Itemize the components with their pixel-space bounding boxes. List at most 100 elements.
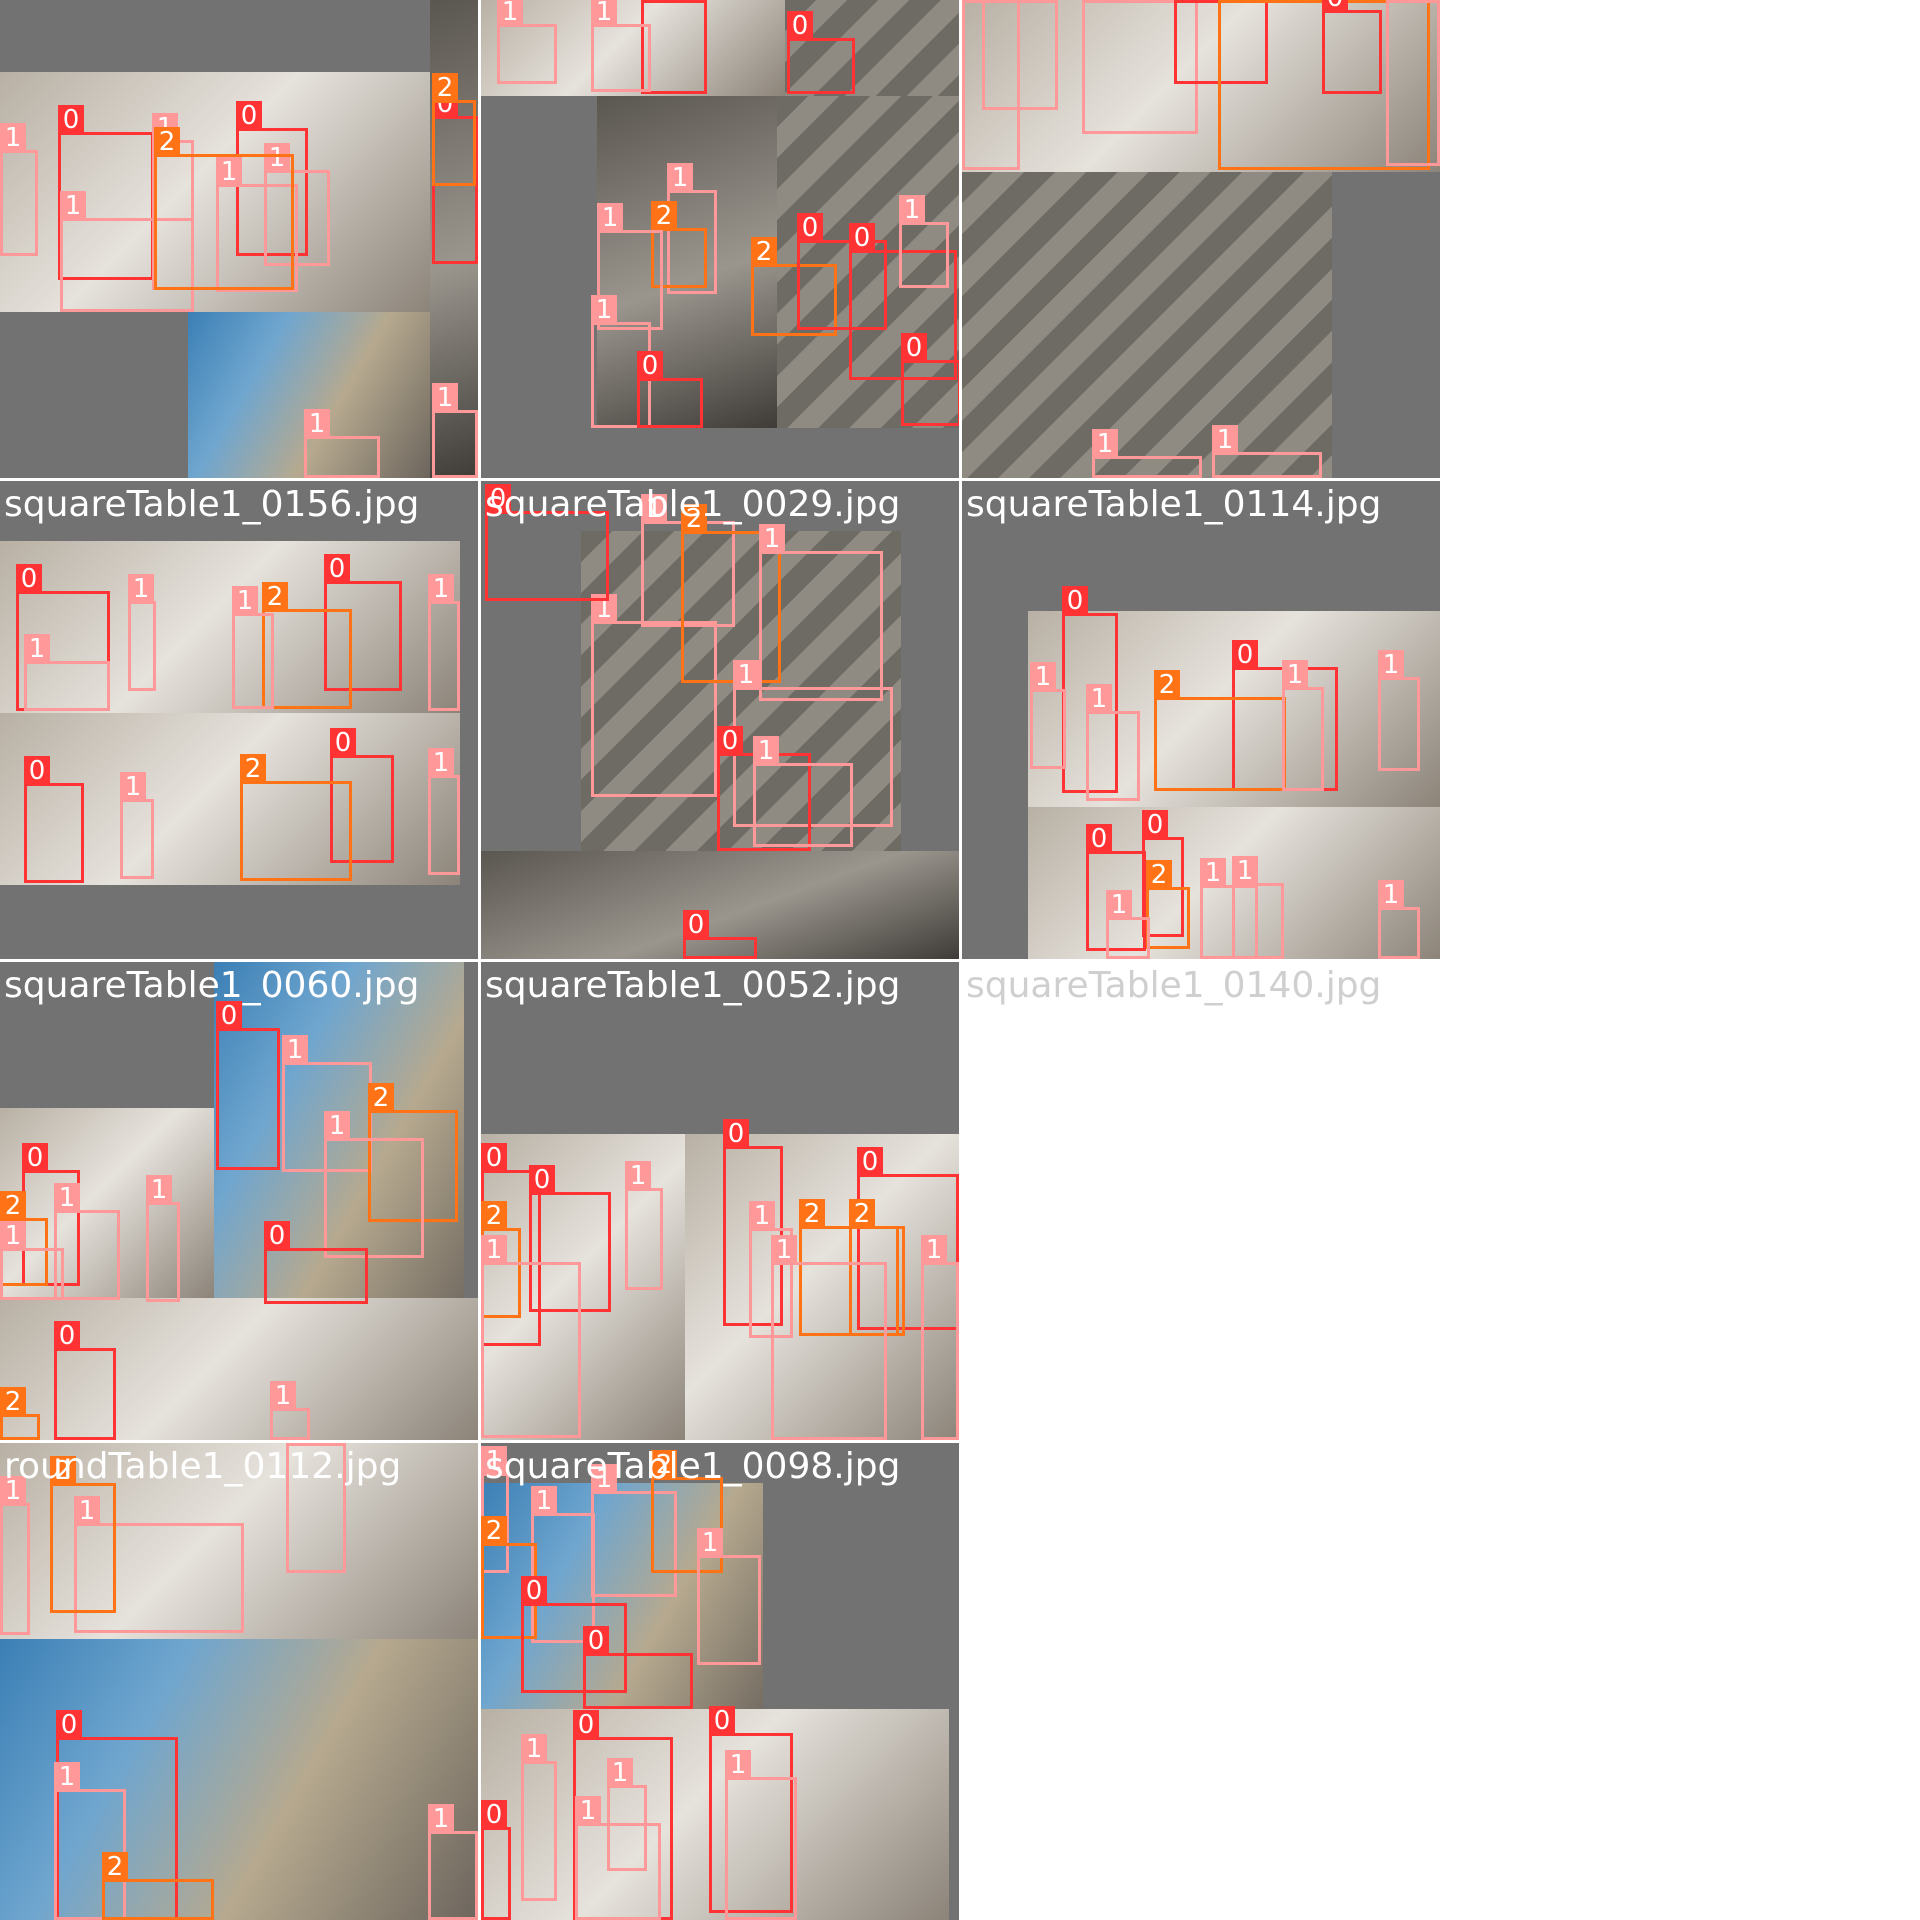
bbox-class-1: 1 xyxy=(759,524,883,701)
bbox-label: 2 xyxy=(751,237,777,267)
bbox-label: 1 xyxy=(521,1734,547,1764)
bbox-class-0: 0 xyxy=(901,333,959,426)
bbox-class-1: 1 xyxy=(1106,890,1150,959)
tile-title: squareTable1_0029.jpg xyxy=(485,484,901,525)
bbox-label: 1 xyxy=(286,1443,312,1446)
bbox-label: 1 xyxy=(54,1762,80,1792)
bbox-label: 1 xyxy=(962,0,988,3)
bbox-label: 0 xyxy=(54,1321,80,1351)
bbox-label: 0 xyxy=(529,1165,555,1195)
bbox-label: 0 xyxy=(216,1001,242,1031)
bbox-class-2: 2 xyxy=(651,201,707,288)
bbox-class-1: 1 xyxy=(24,634,110,711)
bbox-label: 0 xyxy=(58,105,84,135)
bbox-label: 1 xyxy=(1386,0,1412,3)
bbox-label: 0 xyxy=(22,1143,48,1173)
bbox-class-1: 1 xyxy=(74,1496,244,1633)
bbox-class-1: 1 xyxy=(921,1235,959,1440)
tile-title: squareTable1_0156.jpg xyxy=(4,484,420,525)
bbox-label: 1 xyxy=(771,1235,797,1265)
bbox-label: 1 xyxy=(667,163,693,193)
bbox-label: 0 xyxy=(1086,824,1112,854)
bbox-label: 2 xyxy=(651,1450,677,1480)
bbox-label: 0 xyxy=(723,1119,749,1149)
bbox-label: 1 xyxy=(1212,425,1238,455)
bbox-label: 1 xyxy=(0,123,26,153)
bbox-class-0: 0 xyxy=(573,1710,673,1920)
bbox-class-1: 1 xyxy=(597,203,663,330)
bbox-class-2: 2 xyxy=(651,1450,723,1573)
bbox-label: 1 xyxy=(733,660,759,690)
bbox-class-0: 0 xyxy=(797,213,887,330)
bbox-label: 1 xyxy=(725,1750,751,1780)
bbox-class-1: 1 xyxy=(982,0,1058,110)
bbox-label: 1 xyxy=(481,1235,507,1265)
bbox-label: 1 xyxy=(591,1464,617,1494)
bbox-label: 2 xyxy=(0,1387,26,1417)
bbox-label: 2 xyxy=(681,504,707,534)
bbox-class-0: 0 xyxy=(583,1626,693,1709)
bbox-class-0: 0 xyxy=(521,1576,627,1693)
bbox-label: 0 xyxy=(709,1706,735,1736)
bbox-class-1: 1 xyxy=(270,1381,310,1440)
bbox-class-0: 0 xyxy=(324,554,402,691)
bbox-label: 1 xyxy=(428,748,454,778)
mosaic-tile: squareTable1_0156.jpg 0 0 2 1 1 1 1 0 0 … xyxy=(0,481,478,959)
bbox-label: 0 xyxy=(849,223,875,253)
bbox-label: 1 xyxy=(1232,856,1258,886)
bbox-label: 0 xyxy=(521,1576,547,1606)
tile-photo xyxy=(481,1483,763,1745)
bbox-label: 1 xyxy=(982,0,1008,3)
tile-photo xyxy=(785,0,959,96)
bbox-label: 1 xyxy=(1378,880,1404,910)
bbox-class-2: 2 xyxy=(154,127,294,290)
bbox-label: 2 xyxy=(262,582,288,612)
bbox-label: 2 xyxy=(368,1083,394,1113)
bbox-class-0: 0 xyxy=(264,1221,368,1304)
tile-photo xyxy=(481,1709,949,1920)
bbox-class-1: 1 xyxy=(304,409,380,478)
bbox-label: 1 xyxy=(697,1528,723,1558)
bbox-label: 2 xyxy=(799,1199,825,1229)
bbox-class-1: 1 xyxy=(1086,684,1140,801)
tile-photo xyxy=(597,96,777,428)
bbox-label: 0 xyxy=(16,564,42,594)
bbox-class-2: 2 xyxy=(1146,860,1190,949)
bbox-label: 0 xyxy=(24,756,50,786)
bbox-label: 1 xyxy=(1378,650,1404,680)
bbox-label: 1 xyxy=(481,1446,507,1476)
bbox-label: 2 xyxy=(0,1191,26,1221)
bbox-class-1: 1 xyxy=(725,1750,797,1920)
tile-photo xyxy=(481,0,785,96)
bbox-class-2: 2 xyxy=(0,1387,40,1440)
bbox-label: 2 xyxy=(849,1199,875,1229)
bbox-class-1: 1 xyxy=(286,1443,346,1573)
bbox-label: 2 xyxy=(651,201,677,231)
bbox-class-1: 1 xyxy=(591,1464,677,1597)
bbox-class-1: 1 xyxy=(54,1183,120,1300)
tile-photo xyxy=(685,1134,959,1440)
bbox-label: 1 xyxy=(1200,858,1226,888)
bbox-label: 2 xyxy=(50,1456,76,1486)
bbox-label: 1 xyxy=(216,157,242,187)
bbox-class-1: 1 xyxy=(128,574,156,691)
bbox-class-1: 1 xyxy=(625,1161,663,1290)
bbox-label: 0 xyxy=(683,910,709,940)
bbox-label: 0 xyxy=(1174,0,1200,3)
bbox-class-2: 2 xyxy=(751,237,837,336)
bbox-label: 1 xyxy=(428,574,454,604)
bbox-label: 2 xyxy=(1154,670,1180,700)
bbox-class-0: 0 xyxy=(709,1706,793,1913)
bbox-label: 1 xyxy=(1106,890,1132,920)
bbox-label: 0 xyxy=(264,1221,290,1251)
bbox-label: 2 xyxy=(1146,860,1172,890)
mosaic-tile: squareTable1_0114.jpg 0 0 2 1 1 1 1 0 0 … xyxy=(962,481,1440,959)
bbox-class-1: 1 xyxy=(432,383,478,478)
bbox-class-1: 1 xyxy=(0,1221,64,1300)
tile-photo xyxy=(481,851,959,959)
bbox-class-2: 2 xyxy=(262,582,352,709)
bbox-label: 1 xyxy=(282,1035,308,1065)
tile-photo xyxy=(962,0,1440,172)
bbox-label: 2 xyxy=(1218,0,1244,3)
bbox-label: 0 xyxy=(1062,586,1088,616)
